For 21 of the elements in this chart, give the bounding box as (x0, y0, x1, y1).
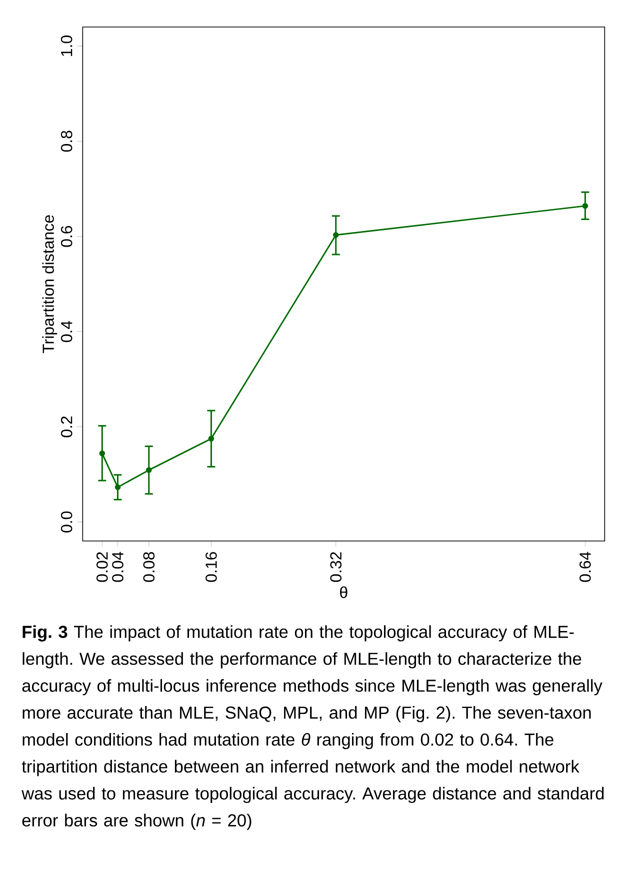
x-tick-label: 0.64 (580, 552, 591, 582)
x-tick-label: 0.32 (330, 552, 342, 582)
y-axis-title: Tripartition distance (42, 215, 58, 354)
x-tick-label: 0.04 (112, 552, 124, 582)
x-tick-label: 0.02 (96, 552, 108, 582)
text: Fig. 3 The impact of mutation rate on the topological accuracy of MLE-length. We assessed the performance of MLE-length to characterize the accuracy of multi-locus inference methods since MLE-length was generally more accurate than MLE, SNaQ, MPL, and MP (Fig. 2). The seven-taxon model conditions had mutation rate θ ranging from 0.02 to 0.64. The tripartition distance between an inferred network and the model network was used to measure topological accuracy. Average distance and standard error bars are shown (n = 20) (22, 625, 604, 830)
y-tick-label: 0.2 (60, 416, 72, 438)
point (146, 467, 152, 473)
x-axis-title: θ (340, 586, 348, 598)
y-tick-label: 0.4 (60, 320, 72, 342)
y-tick-label: 0.0 (60, 511, 72, 532)
x-tick-label: 0.16 (206, 552, 217, 582)
y-tick-label: 1.0 (60, 36, 72, 56)
point (582, 203, 588, 209)
x-tick-label: 0.08 (143, 552, 155, 582)
point (99, 450, 106, 456)
y-tick-label: 0.6 (60, 226, 72, 247)
y-tick-label: 0.8 (60, 130, 72, 152)
point (333, 232, 339, 238)
point (208, 436, 214, 442)
point (114, 484, 121, 490)
